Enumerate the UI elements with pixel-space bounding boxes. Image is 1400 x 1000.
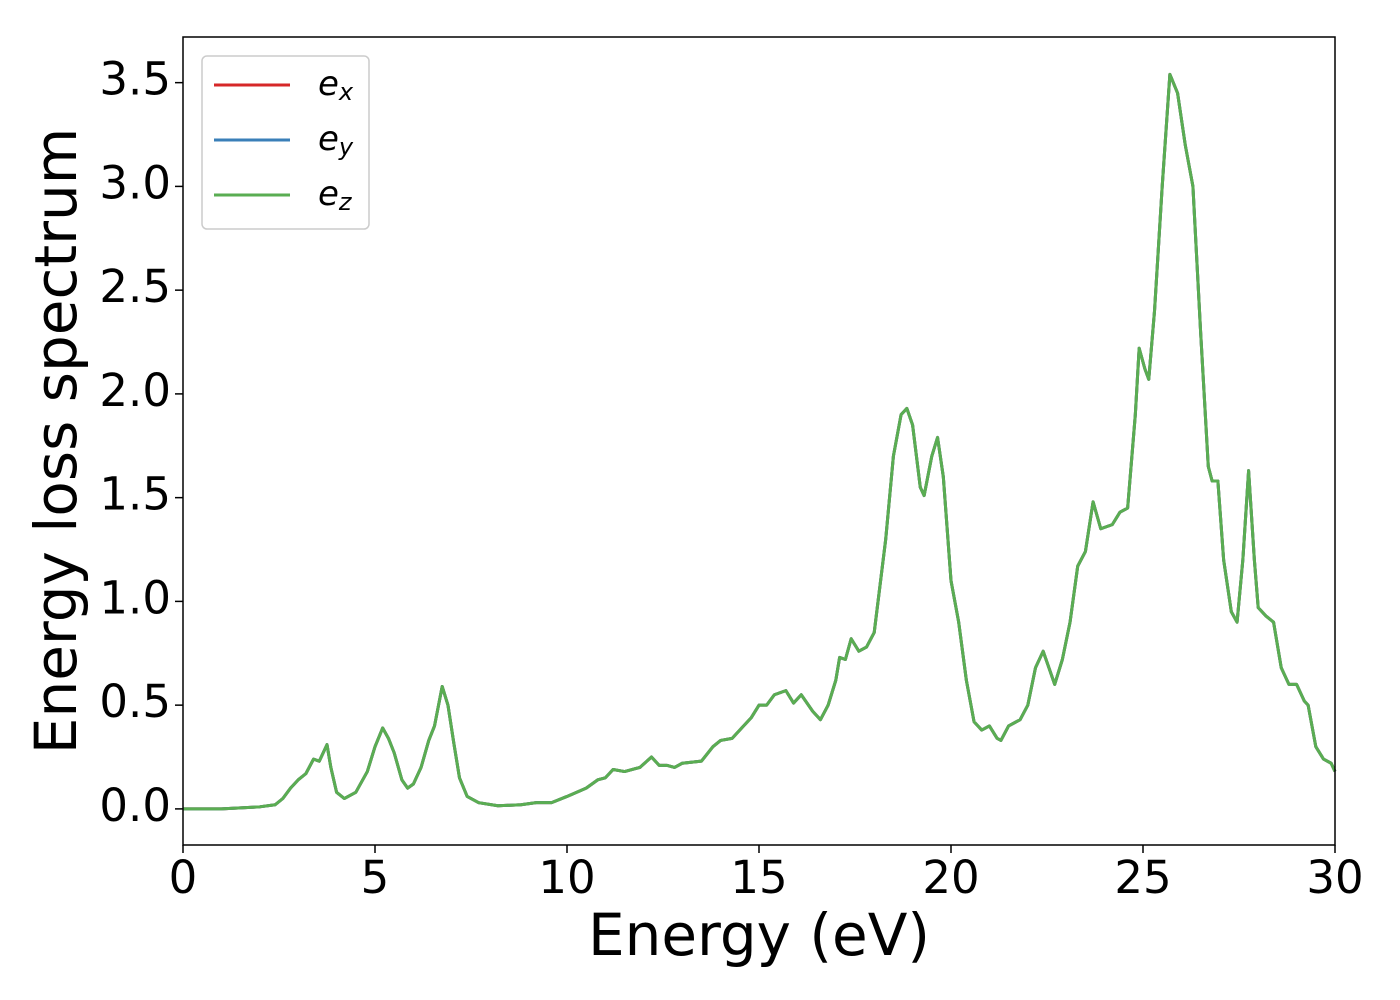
plot-frame (182, 36, 1336, 846)
y-tick-label: 2.0 (99, 364, 171, 417)
x-tick-label: 10 (538, 851, 595, 904)
series-line (183, 72, 1337, 811)
x-tick-label: 5 (361, 851, 390, 904)
x-tick-label: 25 (1114, 851, 1171, 904)
x-tick-label: 30 (1306, 851, 1363, 904)
y-tick-label: 1.0 (99, 571, 171, 624)
legend-label: ey (318, 119, 354, 162)
y-tick-label: 1.5 (99, 468, 171, 521)
legend-label-base: e (318, 119, 339, 159)
y-tick-label: 0.5 (99, 675, 171, 728)
legend-label-base: e (318, 64, 339, 104)
y-axis-label: Energy loss spectrum (22, 128, 90, 754)
y-tick-label: 2.5 (99, 260, 171, 313)
legend-label: ez (318, 174, 353, 217)
legend-box (201, 55, 370, 230)
legend-label-sub: x (338, 78, 354, 106)
x-tick-label: 0 (169, 851, 198, 904)
legend-label-sub: y (338, 133, 354, 161)
legend-label-sub: z (338, 188, 353, 216)
legend-label: ex (318, 64, 354, 107)
y-tick-label: 0.0 (99, 779, 171, 832)
x-tick-label: 15 (730, 851, 787, 904)
y-tick-label: 3.0 (99, 156, 171, 209)
legend-label-base: e (318, 174, 339, 214)
x-axis-label: Energy (eV) (588, 901, 930, 969)
x-tick-label: 20 (922, 851, 979, 904)
y-tick-label: 3.5 (99, 53, 171, 106)
